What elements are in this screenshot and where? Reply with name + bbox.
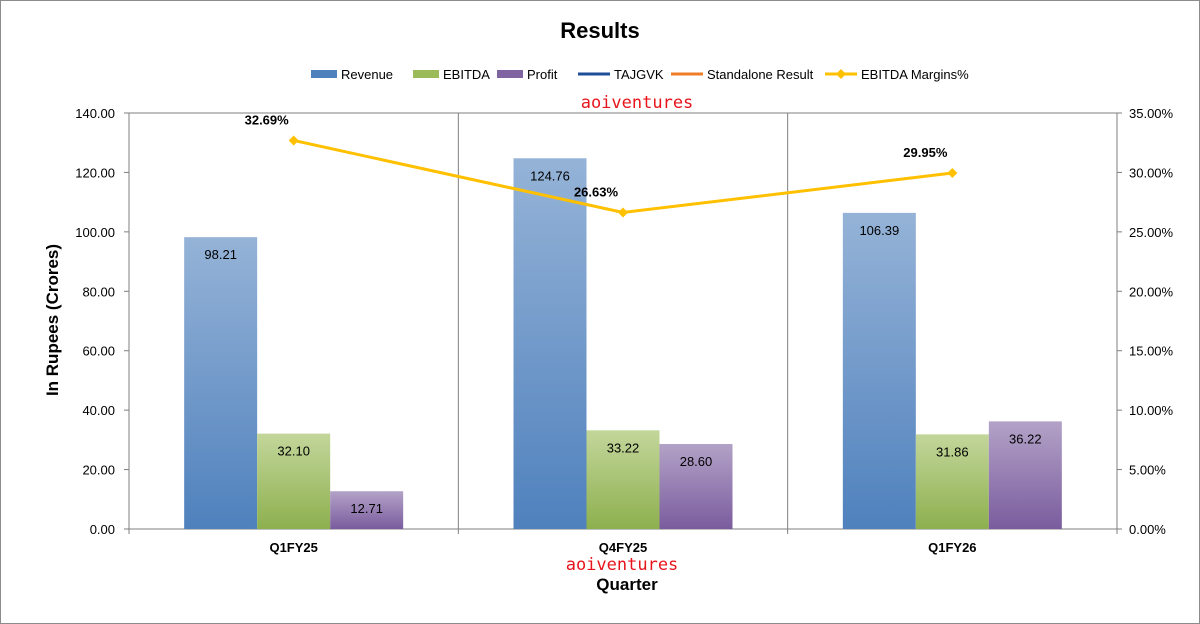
bar-data-label: 98.21 [204,247,237,262]
y2-tick-label: 20.00% [1129,284,1174,299]
bar-data-label: 124.76 [530,168,570,183]
bar-data-label: 33.22 [607,440,640,455]
x-axis-label: Quarter [596,575,658,594]
bar-data-label: 32.10 [277,444,310,459]
line-data-label: 32.69% [245,112,290,127]
line-marker [618,207,628,218]
legend-label: TAJGVK [614,67,664,82]
line-data-label: 26.63% [574,184,619,199]
y-tick-label: 60.00 [82,344,115,359]
y-tick-label: 0.00 [90,522,115,537]
x-tick-label: Q1FY26 [928,540,976,555]
y-tick-label: 120.00 [75,165,115,180]
legend-label: Standalone Result [707,67,814,82]
chart-title: Results [560,18,639,43]
y-tick-label: 140.00 [75,106,115,121]
bar-profit [659,444,733,529]
legend-label: EBITDA [443,67,490,82]
legend-swatch-profit [497,70,523,78]
x-tick-label: Q4FY25 [599,540,647,555]
y-tick-label: 40.00 [82,403,115,418]
y-tick-label: 20.00 [82,463,115,478]
y-axis-label: In Rupees (Crores) [43,244,62,396]
bar-data-label: 28.60 [680,454,713,469]
y2-tick-label: 30.00% [1129,165,1174,180]
legend-swatch-revenue [311,70,337,78]
bar-data-label: 12.71 [350,501,383,516]
bar-ebitda [257,433,331,529]
watermark-bottom: aoiventures [566,555,679,575]
bar-profit [330,491,404,529]
line-marker [288,135,299,146]
legend-label: Profit [527,67,558,82]
plot-area: 0.00 20.00 40.00 60.00 80.00 100.00 120.00 140.… [75,106,1173,555]
legend-label: EBITDA Margins% [861,67,969,82]
y2-tick-label: 5.00% [1129,463,1166,478]
legend-swatch-marker [836,69,846,79]
bar-data-label: 36.22 [1009,431,1042,446]
y2-tick-label: 0.00% [1129,522,1166,537]
x-tick-label: Q1FY25 [269,540,317,555]
line-data-label: 29.95% [903,145,948,160]
bar-revenue [184,237,258,529]
legend-swatch-ebitda [413,70,439,78]
watermark-top: aoiventures [581,93,694,113]
line-marker [947,168,958,179]
bar-data-label: 31.86 [936,444,969,459]
y2-tick-label: 15.00% [1129,344,1174,359]
bar-data-label: 106.39 [859,223,899,238]
bar-profit [988,421,1062,529]
y2-tick-label: 35.00% [1129,106,1174,121]
y2-tick-label: 25.00% [1129,225,1174,240]
bar-revenue [513,158,587,529]
bar-revenue [842,212,916,529]
legend: Revenue EBITDA Profit TAJGVK Standalone Resu… [311,67,969,82]
y-tick-label: 100.00 [75,225,115,240]
bar-ebitda [586,430,660,529]
bar-ebitda [915,434,989,529]
y-tick-label: 80.00 [82,284,115,299]
y2-tick-label: 10.00% [1129,403,1174,418]
legend-label: Revenue [341,67,393,82]
